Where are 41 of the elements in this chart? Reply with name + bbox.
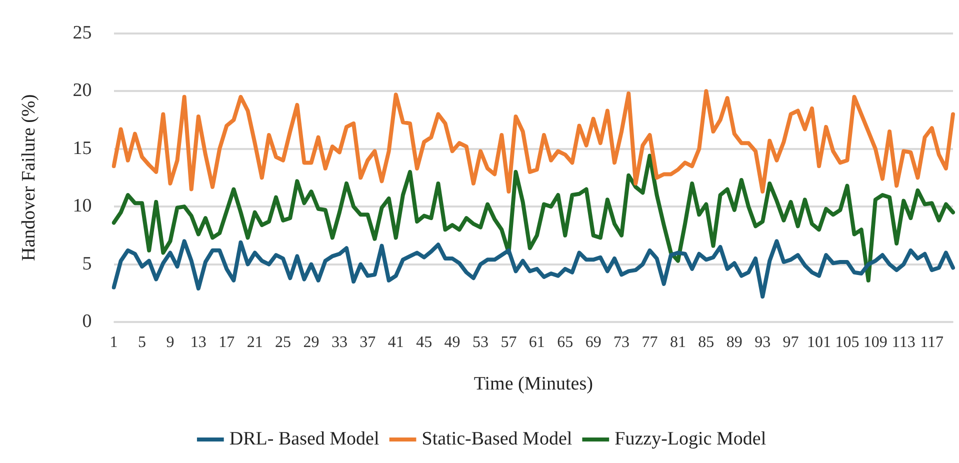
x-tick-label: 13 — [190, 334, 206, 351]
x-tick-label: 41 — [388, 334, 404, 351]
x-tick-label: 21 — [246, 334, 263, 351]
x-tick-label: 17 — [218, 334, 235, 351]
x-tick-label: 37 — [360, 334, 376, 351]
x-tick-label: 77 — [642, 334, 658, 351]
y-tick-label: 0 — [82, 310, 92, 332]
y-tick-label: 10 — [72, 196, 92, 217]
legend-label: DRL- Based Model — [229, 428, 380, 450]
x-tick-label: 45 — [416, 334, 432, 351]
x-tick-label: 49 — [444, 334, 460, 351]
x-tick-label: 57 — [500, 334, 517, 351]
x-tick-label: 109 — [863, 334, 888, 351]
x-tick-label: 93 — [754, 334, 771, 351]
x-tick-label: 73 — [614, 334, 630, 351]
x-tick-label: 97 — [782, 334, 799, 351]
x-tick-label: 105 — [835, 334, 860, 351]
x-tick-label: 69 — [585, 334, 602, 351]
x-tick-label: 65 — [557, 334, 574, 351]
x-tick-label: 117 — [920, 334, 944, 351]
y-axis-title: Handover Failure (%) — [18, 94, 40, 262]
x-tick-label: 33 — [331, 334, 348, 351]
x-tick-label: 101 — [807, 334, 832, 351]
x-tick-label: 113 — [892, 334, 916, 351]
x-tick-label: 29 — [303, 334, 320, 351]
x-tick-label: 25 — [275, 334, 292, 351]
legend-label: Static-Based Model — [422, 428, 572, 450]
x-tick-label: 1 — [110, 334, 118, 351]
x-tick-label: 81 — [670, 334, 686, 351]
x-tick-label: 89 — [726, 334, 742, 351]
x-tick-label: 9 — [166, 334, 174, 351]
y-tick-label: 5 — [82, 253, 92, 274]
x-tick-label: 5 — [138, 334, 146, 351]
legend-label: Fuzzy-Logic Model — [614, 428, 766, 450]
x-tick-label: 53 — [472, 334, 489, 351]
y-tick-label: 20 — [72, 80, 92, 102]
y-tick-label: 15 — [72, 138, 92, 159]
y-tick-label: 25 — [72, 22, 92, 44]
x-tick-label: 85 — [698, 334, 714, 351]
x-axis-title: Time (Minutes) — [474, 374, 593, 395]
x-tick-label: 61 — [528, 334, 545, 351]
